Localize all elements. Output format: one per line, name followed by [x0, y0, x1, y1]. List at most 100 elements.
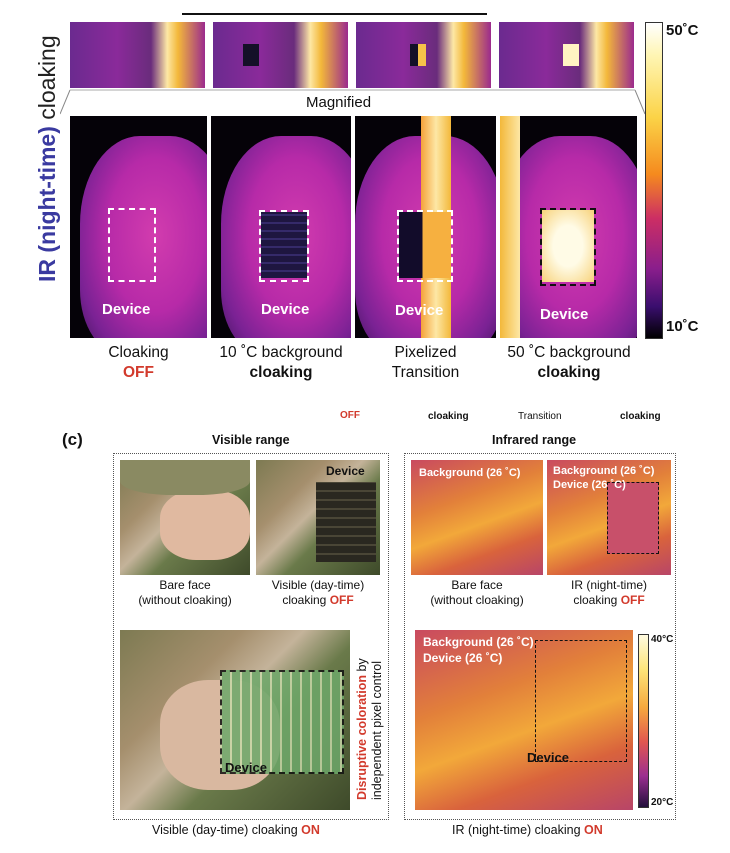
- device-label: Device: [225, 760, 267, 775]
- infrared-range-title: Infrared range: [492, 433, 577, 447]
- device-patch: [399, 212, 451, 278]
- visible-off-caption: Visible (day-time) cloaking OFF: [256, 578, 380, 608]
- stray-label-transition: Transition: [518, 411, 562, 422]
- device-outline: [540, 208, 596, 286]
- caption-line1: 50 ˚C background: [507, 344, 631, 361]
- device-outline: [535, 640, 627, 762]
- device-label: Device: [527, 750, 569, 765]
- caption-line2: cloaking: [249, 364, 313, 381]
- device-patch: [542, 210, 594, 282]
- panel-c-letter: (c): [62, 430, 83, 449]
- caption-off: OFF: [620, 593, 645, 607]
- visible-off-photo: Device: [256, 460, 380, 575]
- ir-bg-label: Background (26 ˚C): [553, 465, 655, 477]
- caption-line1: Pixelized: [394, 344, 457, 361]
- caption-cloaking-off: Cloaking OFF: [70, 343, 207, 383]
- hot-strip: [500, 116, 520, 338]
- side-line2: independent pixel control: [370, 661, 384, 800]
- top-rule: [182, 13, 487, 15]
- infrared-range-frame: [404, 453, 676, 820]
- device-outline: [108, 208, 156, 282]
- panel-10c-cloaking: Device: [211, 116, 351, 338]
- device-outline: [259, 210, 309, 282]
- panel-50c-cloaking: Device: [500, 116, 637, 338]
- ir-cloaking-side-label: IR (night-time) cloaking: [34, 35, 61, 282]
- hand: [80, 136, 207, 338]
- ir-dev-label: Device (26 ˚C): [553, 479, 626, 491]
- caption-pixelized: Pixelized Transition: [355, 343, 496, 383]
- caption-on: ON: [584, 823, 603, 837]
- visible-range-frame: [113, 453, 389, 820]
- ir-on-photo: Background (26 ˚C) Device (26 ˚C) Device: [415, 630, 633, 810]
- caption-line1: Visible (day-time): [271, 578, 365, 592]
- device-label: Device: [261, 301, 310, 318]
- stray-label-cloaking-1: cloaking: [428, 411, 469, 422]
- caption-line2: cloaking: [537, 364, 601, 381]
- device-outline: [607, 482, 659, 554]
- ir-off-photo: Background (26 ˚C) Device (26 ˚C): [547, 460, 671, 575]
- device-label: Device: [326, 464, 365, 478]
- thumb-50c: [499, 22, 634, 88]
- panel-pixelized-transition: Device: [355, 116, 496, 338]
- caption-cloaking: cloaking: [282, 593, 330, 607]
- thumb-device: [243, 44, 259, 66]
- thumb-10c: [213, 22, 348, 88]
- visible-on-caption: Visible (day-time) cloaking ON: [152, 823, 320, 837]
- ir-bare-face-photo: Background (26 ˚C): [411, 460, 543, 575]
- caption-line2: cloaking OFF: [547, 593, 671, 608]
- ir-bg-label: Background (26 ˚C): [419, 467, 521, 479]
- side-label-plain: cloaking: [34, 35, 60, 127]
- device-pixel-grid: [220, 670, 344, 774]
- caption-line2: OFF: [123, 364, 154, 381]
- device-dark: [316, 482, 376, 562]
- magnified-label: Magnified: [306, 94, 372, 111]
- caption-on: ON: [301, 823, 320, 837]
- stray-label-off: OFF: [340, 410, 360, 421]
- caption-cloaking: cloaking: [573, 593, 621, 607]
- colorbar-max-label: 50˚C: [666, 22, 699, 39]
- stray-label-cloaking-2: cloaking: [620, 411, 661, 422]
- thumb-device: [410, 44, 426, 66]
- ir-colorbar-max: 40°C: [651, 634, 674, 645]
- ir-on-caption: IR (night-time) cloaking ON: [452, 823, 603, 837]
- thumb-pixelized: [356, 22, 491, 88]
- device-label: Device: [540, 306, 589, 323]
- device-label: Device: [395, 302, 444, 319]
- ir-bare-face-caption: Bare face (without cloaking): [430, 578, 524, 607]
- caption-line1: IR (night-time): [570, 578, 647, 592]
- side-line1: Disruptive coloration by: [355, 658, 370, 800]
- ir-colorbar-min: 20°C: [651, 797, 674, 808]
- caption-10c: 10 ˚C background cloaking: [200, 343, 362, 383]
- visible-bare-face-photo: [120, 460, 250, 575]
- face: [160, 490, 250, 560]
- side-label-red: Disruptive coloration: [355, 674, 369, 800]
- caption-line2: Transition: [391, 364, 460, 381]
- device-label: Device: [102, 301, 151, 318]
- thumb-device: [563, 44, 579, 66]
- visible-bare-face-caption: Bare face (without cloaking): [138, 578, 232, 607]
- caption-text: Visible (day-time) cloaking: [152, 823, 302, 837]
- disruptive-coloration-side-label: Disruptive coloration by independent pix…: [355, 658, 385, 800]
- caption-off: OFF: [329, 593, 354, 607]
- device-outline: [397, 210, 453, 282]
- ir-dev-label: Device (26 ˚C): [423, 651, 503, 665]
- side-label-rest: by: [355, 658, 369, 675]
- caption-line1: Cloaking: [108, 344, 169, 361]
- thumb-cloaking-off: [70, 22, 205, 88]
- device-patch: [261, 212, 307, 278]
- caption-line2: cloaking OFF: [256, 593, 380, 608]
- caption-50c: 50 ˚C background cloaking: [488, 343, 650, 383]
- magnified-connector: [60, 89, 646, 115]
- ir-bg-label: Background (26 ˚C): [423, 635, 534, 649]
- colorbar: [645, 22, 663, 339]
- panel-cloaking-off: Device: [70, 116, 207, 338]
- caption-text: IR (night-time) cloaking: [452, 823, 584, 837]
- ir-off-caption: IR (night-time) cloaking OFF: [547, 578, 671, 608]
- visible-range-title: Visible range: [212, 433, 290, 447]
- colorbar-min-label: 10˚C: [666, 318, 699, 335]
- caption-line1: 10 ˚C background: [219, 344, 343, 361]
- hat: [120, 460, 250, 495]
- visible-on-photo: Device: [120, 630, 350, 810]
- side-label-colored: IR (night-time): [34, 126, 60, 282]
- ir-colorbar: [638, 634, 649, 808]
